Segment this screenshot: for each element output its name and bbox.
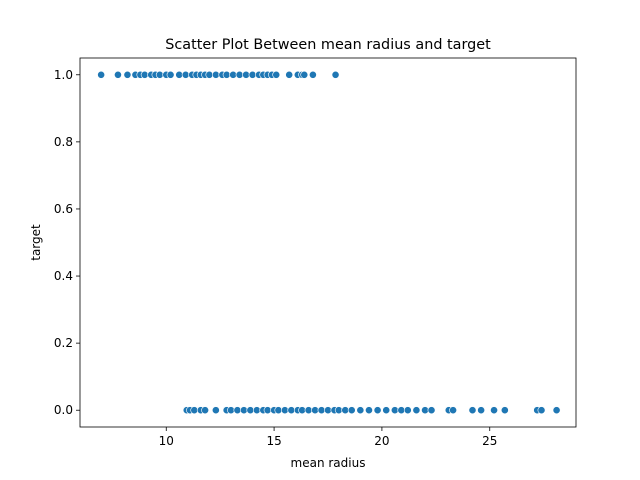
scatter-point [468, 406, 477, 415]
scatter-point [537, 406, 546, 415]
scatter-point [211, 406, 220, 415]
scatter-point [373, 406, 382, 415]
scatter-point [252, 406, 261, 415]
scatter-point [201, 406, 209, 415]
scatter-point [181, 70, 190, 79]
x-tick-label: 15 [266, 434, 281, 448]
y-tick-label: 0.8 [54, 135, 73, 149]
plot-frame [79, 57, 577, 428]
x-axis-label: mean radius [291, 456, 366, 470]
y-axis-label: target [29, 224, 43, 261]
scatter-point [421, 406, 429, 415]
scatter-point [280, 406, 289, 415]
scatter-point [274, 406, 283, 415]
scatter-point [341, 406, 350, 415]
y-tick-label: 0.4 [54, 269, 73, 283]
scatter-point [227, 406, 235, 415]
y-tick-label: 1.0 [54, 68, 73, 82]
scatter-point [175, 70, 184, 79]
y-axis-ticks: 0.0 0.2 0.4 0.6 0.8 1.0 [54, 68, 80, 417]
scatter-point [403, 406, 412, 415]
scatter-point [490, 406, 498, 415]
scatter-point [365, 406, 373, 415]
scatter-point [449, 406, 457, 415]
scatter-point [304, 406, 313, 415]
scatter-point [205, 70, 214, 79]
scatter-point [390, 406, 399, 415]
scatter-point [233, 406, 242, 415]
scatter-point [140, 70, 149, 79]
points-layer [97, 70, 561, 415]
scatter-point [382, 406, 391, 415]
scatter-point [334, 406, 343, 415]
scatter-point [412, 406, 421, 415]
y-tick-label: 0.6 [54, 202, 73, 216]
scatter-point [477, 406, 486, 415]
scatter-point [309, 70, 317, 79]
x-axis-ticks: 10 15 20 25 [159, 427, 497, 448]
scatter-point [222, 70, 231, 79]
scatter-point [272, 70, 281, 79]
scatter-point [239, 406, 248, 415]
scatter-point [97, 70, 106, 79]
scatter-point [285, 70, 294, 79]
scatter-point [356, 406, 365, 415]
scatter-point [300, 70, 309, 79]
scatter-point [263, 406, 272, 415]
scatter-point [242, 70, 250, 79]
x-tick-label: 10 [159, 434, 174, 448]
scatter-point [317, 406, 326, 415]
scatter-point [246, 406, 255, 415]
scatter-point [347, 406, 356, 415]
scatter-point [311, 406, 319, 415]
chart-title: Scatter Plot Between mean radius and tar… [165, 37, 491, 53]
x-tick-label: 20 [374, 434, 389, 448]
scatter-point [287, 406, 296, 415]
scatter-point [114, 70, 122, 79]
scatter-point [248, 70, 257, 79]
scatter-point [500, 406, 509, 415]
scatter-point [324, 406, 332, 415]
scatter-point [298, 406, 307, 415]
scatter-point [166, 70, 175, 79]
scatter-point [190, 406, 199, 415]
scatter-point [235, 70, 244, 79]
scatter-point [123, 70, 132, 79]
x-tick-label: 25 [482, 434, 497, 448]
scatter-point [211, 70, 220, 79]
scatter-point [331, 70, 340, 79]
y-tick-label: 0.2 [54, 336, 73, 350]
scatter-point [229, 70, 238, 79]
scatter-point [155, 70, 164, 79]
scatter-point [552, 406, 561, 415]
scatter-point [427, 406, 436, 415]
scatter-point [397, 406, 406, 415]
y-tick-label: 0.0 [54, 403, 73, 417]
